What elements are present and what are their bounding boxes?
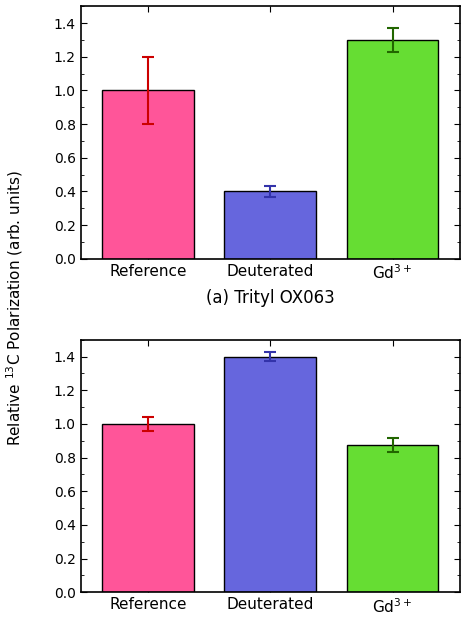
X-axis label: (a) Trityl OX063: (a) Trityl OX063 [206,289,335,307]
Bar [346,40,438,259]
Bar [224,357,316,592]
Bar [346,445,438,592]
Bar [102,90,194,259]
Text: Relative $^{13}$C Polarization (arb. units): Relative $^{13}$C Polarization (arb. uni… [4,171,25,446]
Bar [224,191,316,259]
Bar [102,424,194,592]
